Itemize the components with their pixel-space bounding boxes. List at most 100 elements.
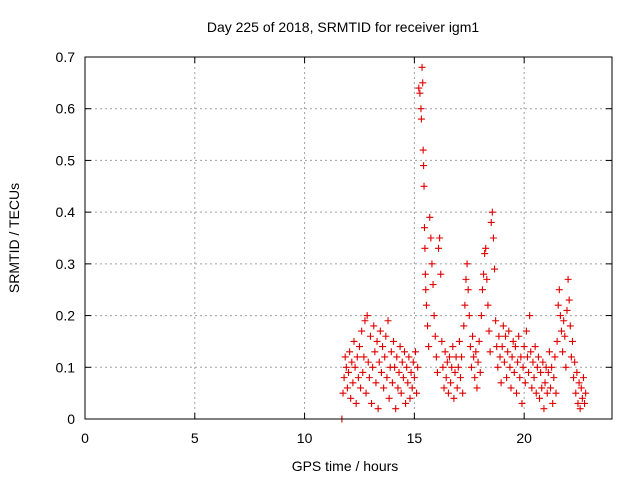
data-point — [369, 363, 377, 371]
data-point — [553, 337, 561, 345]
data-point — [536, 394, 544, 402]
data-point — [489, 234, 497, 242]
data-point — [409, 358, 417, 366]
data-point — [466, 343, 474, 351]
data-point — [448, 363, 456, 371]
y-tick-label: 0.5 — [56, 152, 76, 168]
data-point — [582, 389, 590, 397]
data-point — [485, 327, 493, 335]
data-point — [444, 389, 452, 397]
data-point — [370, 322, 378, 330]
data-point — [407, 368, 415, 376]
data-point — [477, 312, 485, 320]
data-point — [521, 379, 529, 387]
data-point — [475, 337, 483, 345]
data-point — [538, 384, 546, 392]
plot-frame — [84, 56, 613, 420]
data-point — [419, 79, 427, 87]
data-point — [436, 234, 444, 242]
data-point — [514, 358, 522, 366]
data-point — [502, 332, 510, 340]
data-point — [415, 84, 423, 92]
data-point — [351, 363, 359, 371]
data-point — [435, 244, 443, 252]
x-tick-label: 0 — [81, 430, 89, 446]
data-point — [528, 384, 536, 392]
data-point — [440, 384, 448, 392]
data-point — [428, 260, 436, 268]
data-point — [464, 286, 472, 294]
data-point — [512, 389, 520, 397]
data-point — [562, 363, 570, 371]
data-point — [443, 358, 451, 366]
data-point — [361, 317, 369, 325]
x-tick-label: 15 — [407, 430, 423, 446]
data-point — [522, 327, 530, 335]
data-point — [426, 213, 434, 221]
data-point — [557, 327, 565, 335]
data-point — [499, 322, 507, 330]
data-point — [424, 322, 432, 330]
x-tick-label: 20 — [516, 430, 532, 446]
data-point — [393, 353, 401, 361]
data-point — [449, 343, 457, 351]
data-point — [384, 317, 392, 325]
data-point — [430, 312, 438, 320]
data-point — [518, 399, 526, 407]
data-point — [526, 312, 534, 320]
data-point — [447, 379, 455, 387]
data-point — [346, 348, 354, 356]
y-tick-label: 0.7 — [56, 49, 76, 65]
data-point — [533, 363, 541, 371]
data-point — [451, 368, 459, 376]
data-point — [564, 275, 572, 283]
data-point — [504, 348, 512, 356]
data-point — [422, 301, 430, 309]
data-point — [529, 358, 537, 366]
data-point — [474, 358, 482, 366]
data-point — [567, 353, 575, 361]
data-point — [511, 343, 519, 351]
data-point — [420, 182, 428, 190]
data-point — [359, 368, 367, 376]
data-point — [372, 379, 380, 387]
data-point — [548, 363, 556, 371]
data-point — [527, 348, 535, 356]
data-point — [406, 394, 414, 402]
data-point — [419, 146, 427, 154]
data-point — [368, 399, 376, 407]
data-point — [478, 286, 486, 294]
data-point — [469, 332, 477, 340]
data-point — [500, 358, 508, 366]
data-point — [523, 353, 531, 361]
data-point — [350, 337, 358, 345]
data-point — [433, 368, 441, 376]
data-point — [391, 363, 399, 371]
data-point — [488, 208, 496, 216]
data-point — [459, 389, 467, 397]
data-point — [417, 115, 425, 123]
axis-ticks: 0 5 10 15 20 0 0.1 0.2 0.3 0.4 0.5 0.6 0.7 — [56, 49, 612, 446]
data-point — [376, 327, 384, 335]
data-point — [555, 286, 563, 294]
data-point — [373, 337, 381, 345]
data-point — [498, 343, 506, 351]
data-point — [437, 270, 445, 278]
data-point — [506, 363, 514, 371]
data-point — [418, 63, 426, 71]
data-point — [427, 234, 435, 242]
data-point — [497, 379, 505, 387]
data-point — [549, 399, 557, 407]
y-tick-label: 0.4 — [56, 204, 76, 220]
data-point — [362, 389, 370, 397]
data-point — [387, 348, 395, 356]
data-point — [581, 399, 589, 407]
data-point — [371, 348, 379, 356]
data-point — [570, 374, 578, 382]
data-point — [484, 301, 492, 309]
data-point — [352, 399, 360, 407]
data-point — [416, 89, 424, 97]
data-point — [398, 358, 406, 366]
data-point — [576, 405, 584, 413]
data-point — [383, 374, 391, 382]
